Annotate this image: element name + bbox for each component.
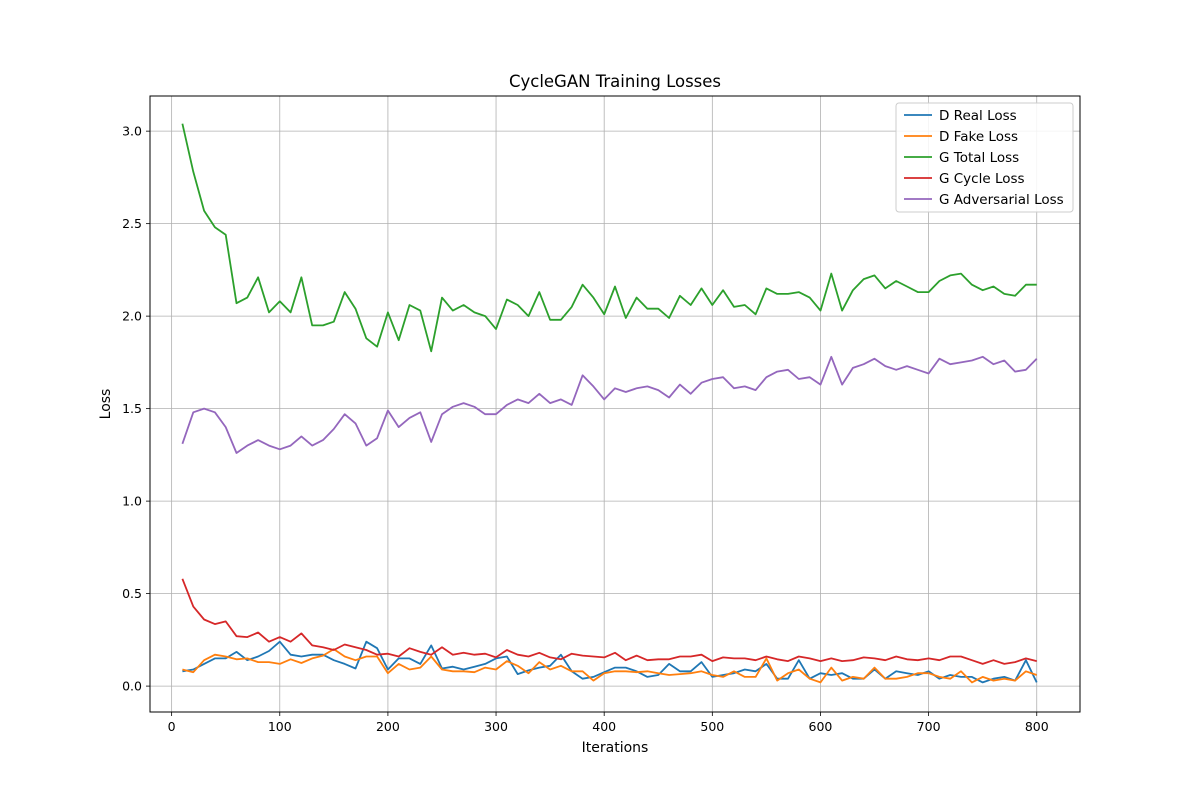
y-tick-label: 3.0 (122, 124, 142, 139)
x-tick-label: 800 (1025, 719, 1049, 734)
x-tick-label: 0 (168, 719, 176, 734)
y-tick-label: 0.0 (122, 679, 142, 694)
y-axis-ticks: 0.0 0.5 1.0 1.5 2.0 2.5 3.0 (122, 124, 150, 694)
x-tick-label: 600 (809, 719, 833, 734)
y-tick-label: 1.5 (122, 401, 142, 416)
legend: D Real Loss D Fake Loss G Total Loss G Cycl… (895, 102, 1074, 213)
legend-label: G Adversarial Loss (939, 192, 1064, 208)
y-axis-label: Loss (98, 389, 114, 420)
plot-frame (149, 95, 1081, 713)
y-tick-label: 2.0 (122, 309, 142, 324)
series-group (181, 123, 1038, 684)
legend-label: D Real Loss (939, 108, 1017, 124)
series-line-g-adversarial-loss (181, 355, 1038, 454)
series-line-g-total-loss (181, 123, 1037, 353)
y-tick-label: 2.5 (122, 216, 142, 231)
series-line-d-fake-loss (182, 648, 1037, 684)
x-axis-ticks: 0 100 200 300 400 500 600 700 800 (168, 712, 1049, 734)
legend-label: D Fake Loss (939, 129, 1018, 145)
y-tick-label: 1.0 (122, 494, 142, 509)
x-tick-label: 100 (268, 719, 292, 734)
x-tick-label: 500 (700, 719, 724, 734)
series-line-g-cycle-loss (181, 578, 1037, 665)
x-tick-label: 200 (376, 719, 400, 734)
x-tick-label: 400 (592, 719, 616, 734)
legend-label: G Total Loss (939, 150, 1019, 166)
x-tick-label: 700 (917, 719, 941, 734)
x-axis-label: Iterations (582, 740, 649, 756)
x-tick-label: 300 (484, 719, 508, 734)
legend-box (895, 102, 1074, 213)
y-tick-label: 0.5 (122, 586, 142, 601)
series-line-d-real-loss (182, 640, 1038, 684)
legend-label: G Cycle Loss (939, 171, 1025, 187)
chart-title: CycleGAN Training Losses (509, 72, 721, 91)
